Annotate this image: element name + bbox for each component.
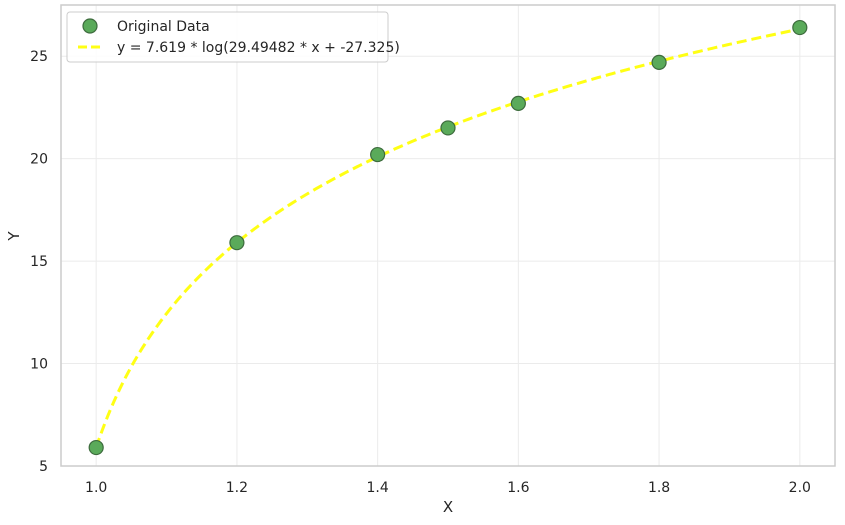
y-tick-label: 25 — [30, 49, 48, 65]
y-tick-label: 20 — [30, 152, 48, 168]
data-point — [510, 95, 526, 111]
fit-curve-line — [94, 27, 801, 449]
y-tick-label: 15 — [30, 254, 48, 270]
data-point — [651, 54, 667, 70]
data-point — [229, 235, 245, 251]
data-point — [792, 19, 808, 36]
x-tick-label: 1.4 — [367, 480, 389, 496]
legend: Original Data y = 7.619 * log(29.49482 *… — [66, 11, 400, 63]
y-tick-label: 5 — [39, 459, 48, 475]
legend-label-scatter: Original Data — [117, 19, 210, 35]
y-axis-label: Y — [5, 231, 23, 242]
legend-box — [66, 11, 389, 63]
plot-area — [88, 19, 808, 456]
x-tick-label: 1.0 — [85, 480, 107, 496]
x-tick-label: 2.0 — [789, 480, 811, 496]
x-tick-label: 1.2 — [226, 480, 248, 496]
data-point — [440, 120, 456, 136]
legend-marker-scatter — [82, 18, 98, 34]
x-tick-label: 1.8 — [648, 480, 670, 496]
y-tick-label: 10 — [30, 357, 48, 373]
tick-labels: 1.0 1.2 1.4 1.6 1.8 2.0 5 10 15 20 25 — [30, 49, 811, 496]
plot-frame — [60, 4, 836, 467]
x-axis-label: X — [443, 498, 453, 516]
x-tick-label: 1.6 — [507, 480, 529, 496]
data-point — [88, 439, 104, 456]
legend-label-fit: y = 7.619 * log(29.49482 * x + -27.325) — [117, 40, 400, 56]
data-point — [370, 146, 386, 163]
